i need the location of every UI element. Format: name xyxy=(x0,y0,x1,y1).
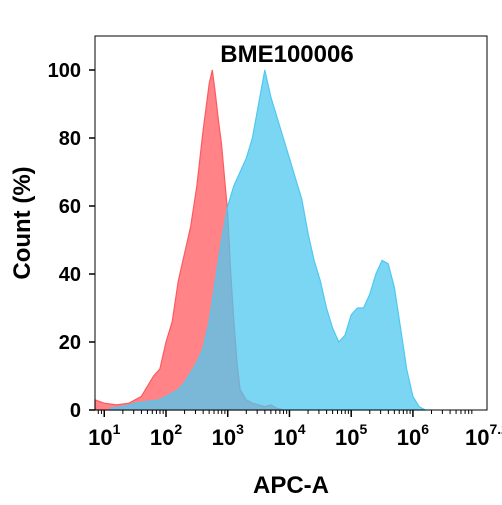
histogram-area-2 xyxy=(109,69,426,411)
y-tick-label: 80 xyxy=(59,128,81,150)
x-tick-label: 106 xyxy=(397,421,429,450)
histogram-series xyxy=(94,69,426,411)
x-axis: 101 102 103 104 105 106 107.2 xyxy=(88,410,502,450)
x-tick-label: 107.2 xyxy=(465,421,502,450)
y-tick-label: 40 xyxy=(59,264,81,286)
y-tick-label: 60 xyxy=(59,196,81,218)
x-tick-label: 103 xyxy=(212,421,244,450)
x-axis-title: APC-A xyxy=(253,472,329,499)
y-tick-label: 0 xyxy=(70,400,81,422)
plot-frame xyxy=(94,35,488,411)
y-tick-label: 100 xyxy=(48,60,81,82)
y-tick-label: 20 xyxy=(59,332,81,354)
x-tick-label: 104 xyxy=(273,421,305,450)
x-tick-label: 102 xyxy=(150,421,182,450)
x-tick-label: 105 xyxy=(335,421,367,450)
x-tick-label: 101 xyxy=(88,421,120,450)
chart-title: BME100006 xyxy=(220,41,353,68)
y-axis: 0 20 40 60 80 100 xyxy=(48,60,95,422)
y-axis-title: Count (%) xyxy=(9,166,36,279)
